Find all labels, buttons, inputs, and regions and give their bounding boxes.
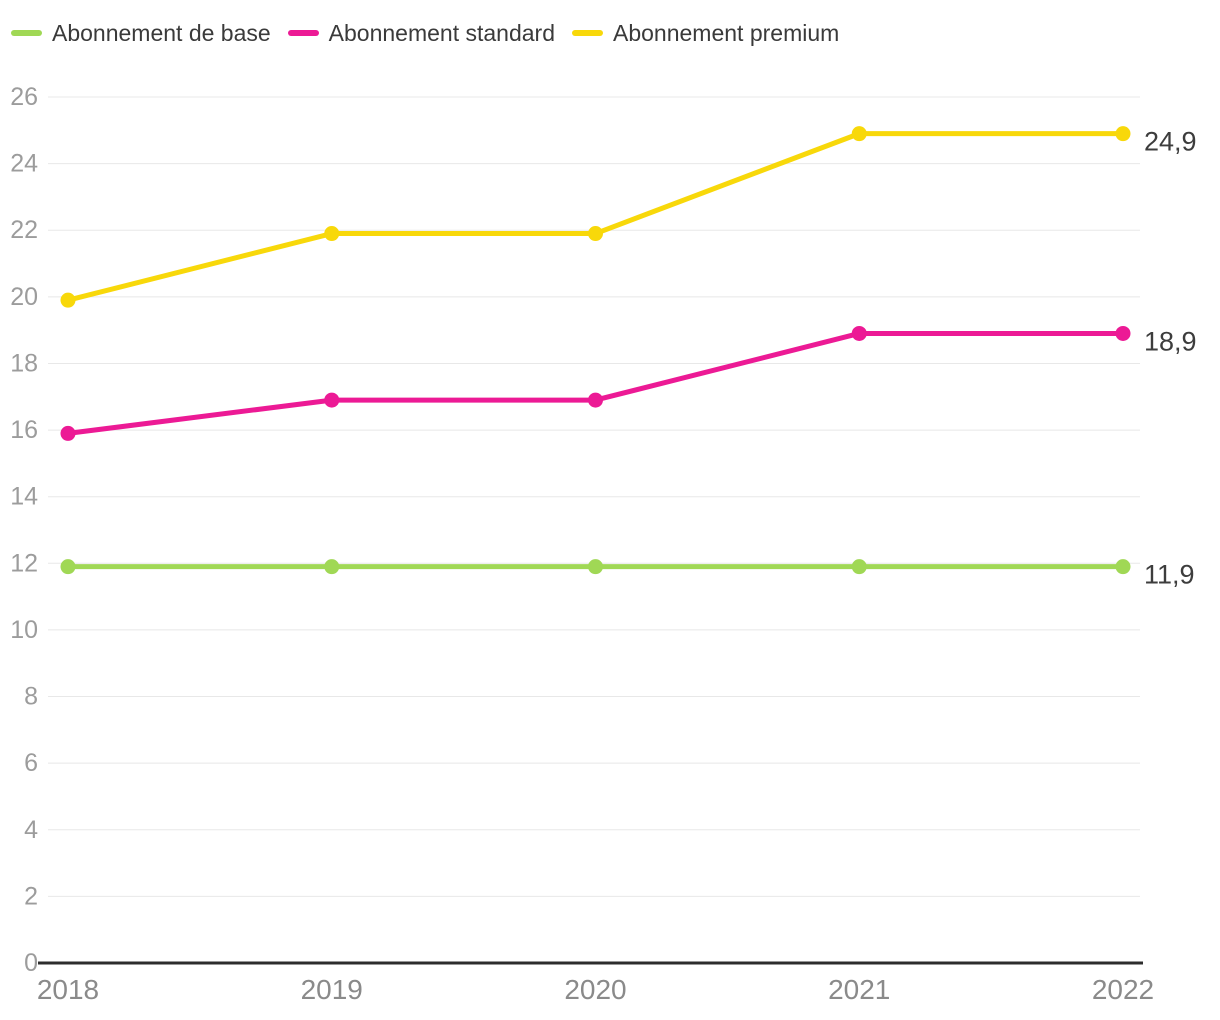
data-point-abonnement-de-base-2019 (324, 559, 340, 575)
legend-item-abonnement-premium: Abonnement premium (572, 17, 839, 49)
chart-legend: Abonnement de base Abonnement standard A… (11, 17, 839, 49)
legend-label-abonnement-de-base: Abonnement de base (52, 20, 271, 46)
legend-swatch-abonnement-standard (287, 30, 319, 36)
data-point-abonnement-premium-2019 (324, 226, 340, 242)
y-tick-label-14: 14 (10, 483, 38, 511)
data-point-abonnement-standard-2021 (851, 325, 867, 341)
y-tick-label-0: 0 (24, 949, 38, 977)
y-tick-label-12: 12 (10, 549, 38, 577)
data-point-abonnement-de-base-2022 (1115, 559, 1131, 575)
y-tick-label-18: 18 (10, 349, 38, 377)
y-tick-label-2: 2 (24, 882, 38, 910)
series-line-abonnement-premium (65, 131, 1126, 303)
y-tick-label-22: 22 (10, 216, 38, 244)
series-end-label-abonnement-de-base: 11,9 (1144, 560, 1195, 590)
series-line-abonnement-standard (65, 330, 1126, 436)
data-point-abonnement-standard-2019 (324, 392, 340, 408)
y-tick-label-24: 24 (10, 150, 38, 178)
data-point-abonnement-standard-2018 (60, 425, 76, 441)
x-tick-label-2019: 2019 (301, 974, 363, 1005)
series-end-label-abonnement-premium: 24,9 (1144, 127, 1197, 157)
data-point-abonnement-de-base-2021 (851, 559, 867, 575)
y-tick-label-26: 26 (10, 83, 38, 111)
y-tick-label-20: 20 (10, 283, 38, 311)
data-point-abonnement-premium-2018 (60, 292, 76, 308)
data-point-abonnement-premium-2021 (851, 126, 867, 142)
series-end-label-abonnement-standard: 18,9 (1144, 326, 1197, 356)
data-point-abonnement-premium-2020 (588, 226, 603, 242)
y-tick-label-16: 16 (10, 416, 38, 444)
y-tick-label-6: 6 (24, 749, 38, 777)
x-tick-label-2022: 2022 (1092, 974, 1154, 1005)
y-tick-label-4: 4 (24, 816, 38, 844)
legend-label-abonnement-standard: Abonnement standard (328, 20, 555, 46)
y-tick-label-8: 8 (24, 683, 38, 711)
data-point-abonnement-de-base-2020 (588, 559, 603, 575)
legend-item-abonnement-de-base: Abonnement de base (11, 17, 271, 49)
x-tick-label-2020: 2020 (564, 974, 626, 1005)
data-point-abonnement-standard-2022 (1115, 325, 1131, 341)
data-point-abonnement-standard-2020 (588, 392, 603, 408)
y-tick-label-10: 10 (10, 616, 38, 644)
legend-label-abonnement-premium: Abonnement premium (613, 20, 840, 46)
legend-swatch-abonnement-premium (572, 30, 603, 36)
legend-swatch-abonnement-de-base (11, 30, 42, 36)
data-point-abonnement-de-base-2018 (60, 559, 76, 575)
data-point-abonnement-premium-2022 (1115, 126, 1131, 142)
legend-item-abonnement-standard: Abonnement standard (287, 17, 555, 49)
x-tick-label-2021: 2021 (828, 974, 890, 1005)
x-tick-label-2018: 2018 (37, 974, 99, 1005)
